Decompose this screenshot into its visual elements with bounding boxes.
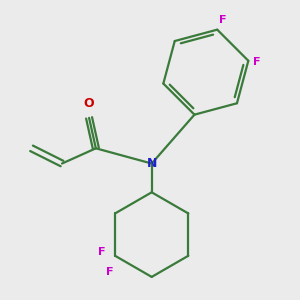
Text: F: F bbox=[219, 15, 226, 25]
Text: N: N bbox=[146, 157, 157, 170]
Text: F: F bbox=[98, 247, 106, 257]
Text: O: O bbox=[84, 98, 94, 110]
Text: F: F bbox=[106, 267, 114, 277]
Text: F: F bbox=[254, 58, 261, 68]
